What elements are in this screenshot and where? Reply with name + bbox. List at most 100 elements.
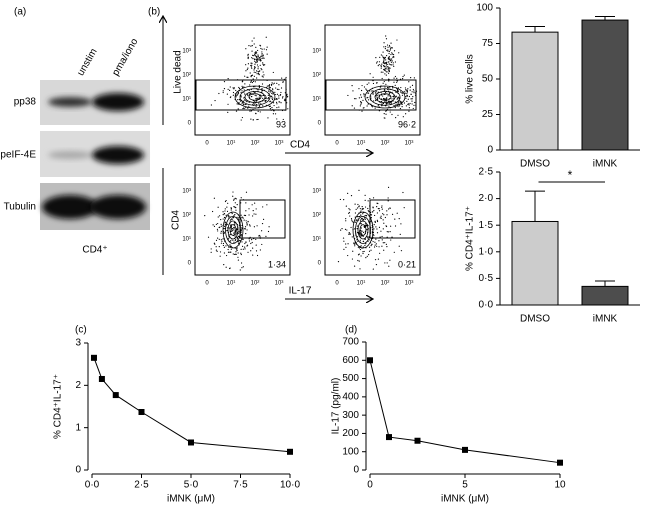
event-dot — [385, 59, 387, 61]
x-tick-label: 5·0 — [184, 480, 199, 491]
event-dot — [238, 87, 241, 90]
event-dot — [403, 102, 406, 104]
event-dot — [229, 89, 231, 91]
event-dot — [354, 245, 356, 247]
event-dot — [255, 58, 257, 61]
event-dot — [361, 205, 363, 208]
event-dot — [272, 102, 275, 104]
event-dot — [407, 103, 409, 105]
y-tick-label: 0·5 — [479, 273, 494, 284]
contour — [374, 91, 396, 103]
event-dot — [240, 214, 242, 216]
event-dot — [224, 222, 226, 224]
event-dot — [359, 105, 361, 107]
panel-label: (a) — [14, 7, 26, 18]
blot-caption: CD4⁺ — [82, 245, 107, 256]
event-dot — [237, 242, 240, 244]
event-dot — [372, 268, 374, 270]
event-dot — [373, 228, 375, 230]
event-dot — [262, 94, 265, 97]
event-dot — [364, 214, 366, 217]
y-tick-label: 1·0 — [479, 246, 494, 257]
y-tick-label: 500 — [342, 373, 359, 384]
event-dot — [399, 107, 402, 110]
event-dot — [235, 198, 237, 200]
event-dot — [385, 74, 387, 76]
event-dot — [226, 223, 229, 225]
y-tick-label: 400 — [342, 391, 359, 402]
event-dot — [393, 81, 395, 83]
event-dot — [242, 217, 244, 219]
x-tick-label: 10 — [554, 480, 566, 491]
event-dot — [342, 237, 345, 239]
event-dot — [374, 244, 376, 246]
event-dot — [217, 237, 219, 239]
event-dot — [241, 228, 243, 230]
event-dot — [387, 57, 390, 59]
event-dot — [251, 57, 253, 59]
event-dot — [387, 186, 390, 188]
event-dot — [365, 88, 367, 90]
event-dot — [391, 213, 394, 215]
contour — [229, 224, 237, 236]
event-dot — [234, 229, 236, 231]
event-dot — [257, 66, 259, 68]
event-dot — [386, 66, 388, 68]
event-dot — [367, 99, 370, 101]
flow-plots: 0 0 10¹ 10¹ 10² 10² 10³ 10³ 93 0 0 10¹ 10¹ 10² 10² 10³ 1… — [182, 24, 421, 287]
event-dot — [401, 78, 404, 80]
event-dot — [359, 208, 361, 210]
event-dot — [346, 229, 348, 231]
event-dot — [220, 232, 222, 234]
event-dot — [233, 215, 235, 217]
event-dot — [392, 87, 394, 89]
event-dot — [213, 225, 216, 227]
event-dot — [340, 229, 342, 231]
event-dot — [282, 96, 284, 98]
event-dot — [243, 104, 245, 106]
event-dot — [347, 243, 349, 245]
event-dot — [388, 52, 390, 55]
event-dot — [382, 71, 384, 73]
event-dot — [253, 37, 255, 39]
event-dot — [247, 220, 249, 223]
event-dot — [248, 89, 250, 92]
panel-label: (c) — [75, 325, 87, 336]
event-dot — [227, 88, 229, 90]
plot-frame — [324, 24, 421, 136]
event-dot — [225, 199, 227, 202]
event-dot — [265, 96, 267, 98]
event-dot — [262, 97, 264, 99]
event-dot — [256, 225, 258, 227]
event-dot — [230, 226, 233, 228]
event-dot — [255, 98, 257, 100]
event-dot — [210, 248, 212, 250]
event-dot — [241, 267, 243, 269]
event-dot — [218, 226, 220, 229]
event-dot — [261, 55, 263, 57]
flow-tick-label: 0 — [318, 261, 322, 267]
event-dot — [381, 205, 383, 207]
point — [557, 459, 563, 466]
event-dot — [252, 54, 254, 56]
event-dot — [230, 209, 232, 211]
event-dot — [240, 253, 242, 256]
event-dot — [394, 84, 396, 86]
event-dot — [241, 227, 243, 229]
event-dot — [407, 98, 409, 100]
event-dot — [272, 89, 274, 91]
event-dot — [267, 98, 270, 100]
event-dot — [386, 71, 388, 73]
contour — [248, 93, 262, 101]
event-dot — [363, 250, 365, 253]
event-dot — [284, 99, 286, 102]
event-dot — [229, 244, 231, 246]
event-dot — [248, 45, 250, 47]
event-dot — [250, 62, 252, 64]
event-dot — [376, 61, 378, 63]
event-dot — [351, 219, 353, 221]
event-dot — [386, 44, 389, 46]
event-dot — [212, 224, 214, 226]
event-dot — [236, 103, 238, 105]
event-dot — [254, 81, 256, 83]
